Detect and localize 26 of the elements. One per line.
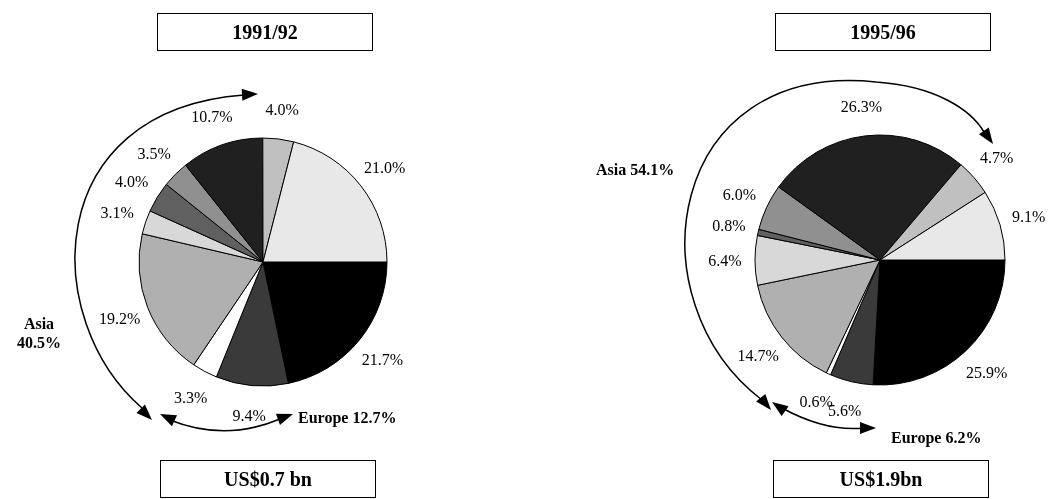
data-label: 6.0% (722, 186, 757, 204)
data-label: 10.7% (191, 108, 233, 126)
chart-title: 1995/96 (775, 13, 991, 51)
data-label: 21.0% (363, 159, 406, 177)
data-label: 6.4% (708, 251, 742, 269)
text: US$1.9bn (773, 460, 989, 498)
data-label: 0.8% (712, 217, 746, 235)
data-label: 3.5% (137, 144, 171, 162)
data-label: 9.1% (1012, 207, 1046, 225)
text: Asia 40.5% (16, 314, 62, 352)
data-label: 26.3% (840, 97, 882, 115)
data-label: 19.2% (98, 309, 141, 327)
data-label: 14.7% (737, 347, 779, 365)
data-label: 4.7% (980, 149, 1014, 167)
data-label: 3.1% (100, 204, 134, 222)
data-label: 25.9% (965, 364, 1008, 382)
text: Europe 6.2% (891, 428, 982, 447)
data-label: 9.4% (232, 406, 266, 424)
data-label: 4.0% (265, 100, 299, 118)
text: US$0.7 bn (160, 460, 376, 498)
data-label: 21.7% (361, 350, 404, 368)
data-label: 3.3% (173, 389, 208, 407)
text: Europe 12.7% (298, 408, 397, 427)
chart-title: 1991/92 (157, 13, 373, 51)
text: Asia 54.1% (596, 160, 675, 179)
data-label: 4.0% (115, 172, 149, 190)
